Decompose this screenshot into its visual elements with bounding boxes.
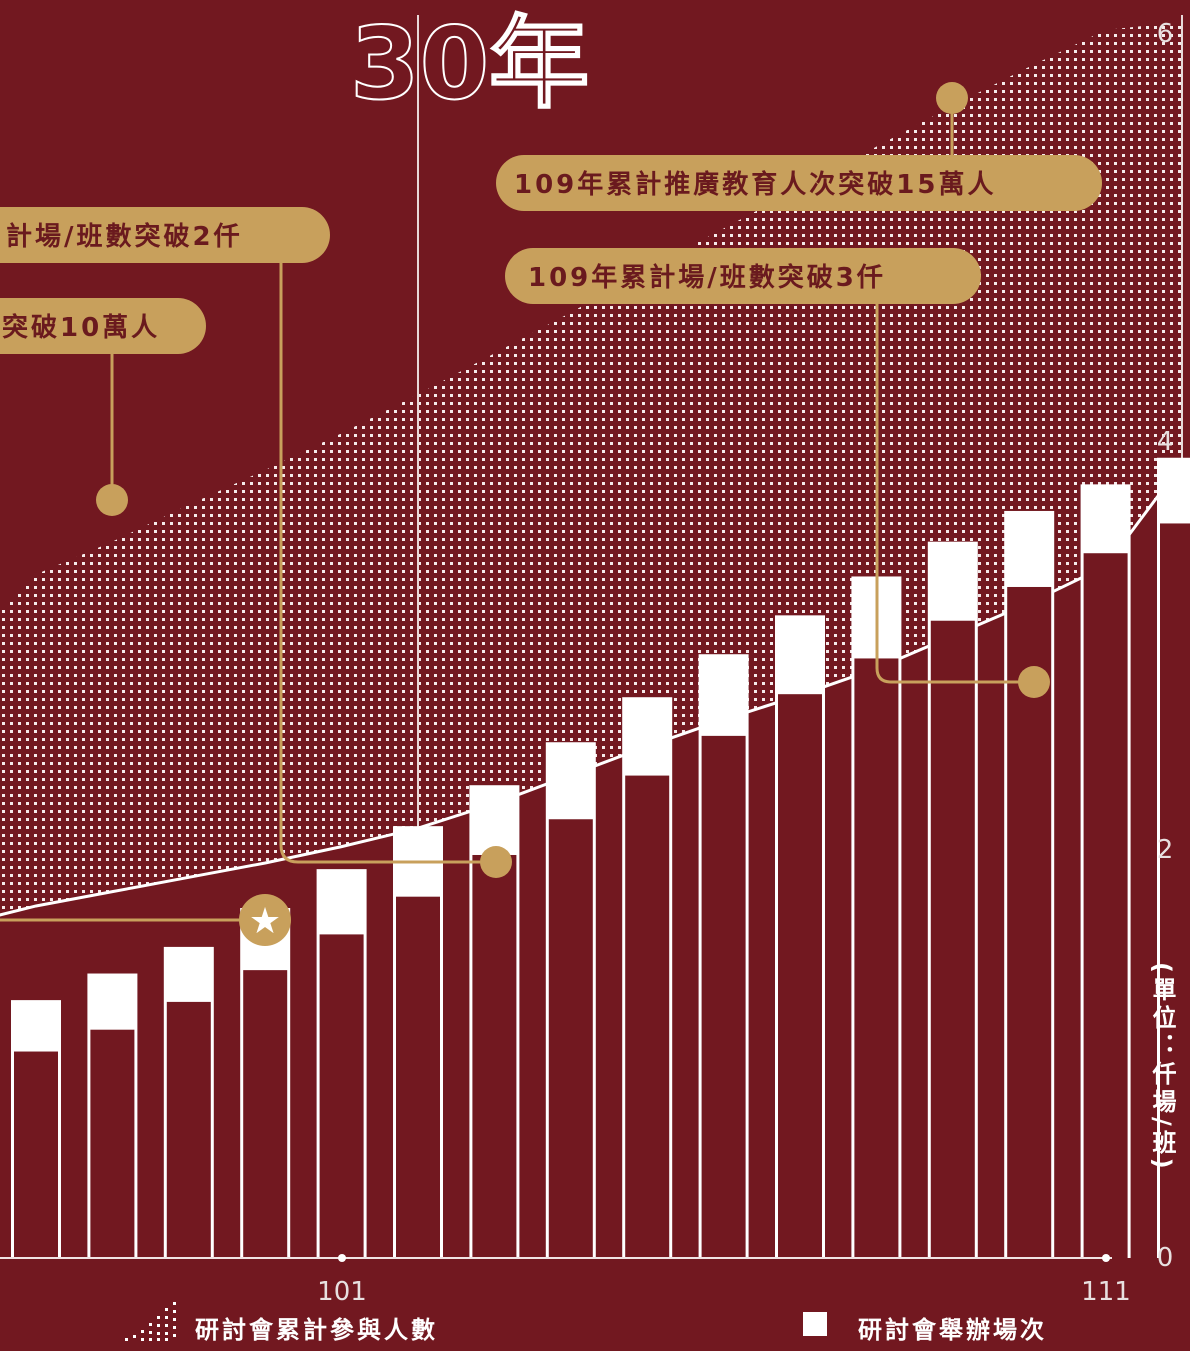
bar-body-102: [472, 854, 517, 1258]
bar-body-97: [90, 1029, 135, 1258]
bar-body-98: [166, 1001, 211, 1258]
star-icon: ★: [249, 901, 281, 942]
y-tick-4: 4: [1157, 427, 1174, 457]
annotation-text-3k: 109年累計場/班數突破3仟: [528, 262, 886, 293]
annotation-text-15w: 109年累計推廣教育人次突破15萬人: [514, 169, 996, 200]
bar-body-101: [396, 896, 440, 1258]
legend-area-label: 研討會累計參與人數: [195, 1316, 438, 1344]
leader-line-2k: [279, 255, 496, 864]
bar-body-105: [701, 735, 746, 1258]
bar-body-108: [930, 620, 975, 1258]
marker-dot-15w: [936, 82, 968, 114]
legend-area-swatch: [125, 1302, 176, 1341]
annotation-pill-10w: [0, 298, 206, 354]
bar-body-100: [319, 934, 364, 1258]
bar-body-106: [778, 694, 822, 1258]
bars-group: [11, 457, 1190, 1259]
marker-dot-2k: [480, 846, 512, 878]
annotation-pill-3k: [505, 248, 981, 304]
x-tick-dot-101: [338, 1254, 346, 1262]
leader-line-3k: [875, 300, 1034, 684]
y-tick-0: 0: [1157, 1243, 1174, 1273]
annotation-pill-15w: [496, 155, 1102, 211]
bar-body-104: [625, 775, 670, 1258]
marker-dot-10w: [96, 484, 128, 516]
x-tick-111: 111: [1081, 1277, 1131, 1307]
marker-dot-3k: [1018, 666, 1050, 698]
star-badge: [239, 894, 291, 946]
x-tick-dot-111: [1102, 1254, 1110, 1262]
bar-body-109: [1007, 586, 1052, 1258]
bar-body-103: [548, 819, 593, 1258]
annotation-text-2k: 計場/班數突破2仟: [6, 221, 243, 252]
bar-body-96: [14, 1051, 58, 1258]
participants-area: [0, 21, 1182, 915]
annotation-pill-2k: [0, 207, 330, 263]
chart-title: 30年: [350, 5, 589, 122]
annotation-text-10w: 突破10萬人: [2, 312, 160, 343]
bar-body-110: [1083, 553, 1128, 1258]
y-unit-label: (單位：仟場/班): [1148, 962, 1177, 1173]
y-tick-2: 2: [1157, 835, 1174, 865]
bar-body-107: [854, 658, 899, 1258]
x-tick-101: 101: [317, 1277, 367, 1307]
bar-body-111: [1160, 523, 1190, 1258]
bar-body-99: [243, 970, 288, 1258]
y-tick-6: 6: [1157, 19, 1174, 49]
legend-bar-swatch: [803, 1312, 827, 1336]
legend-bar-label: 研討會舉辦場次: [858, 1316, 1047, 1344]
